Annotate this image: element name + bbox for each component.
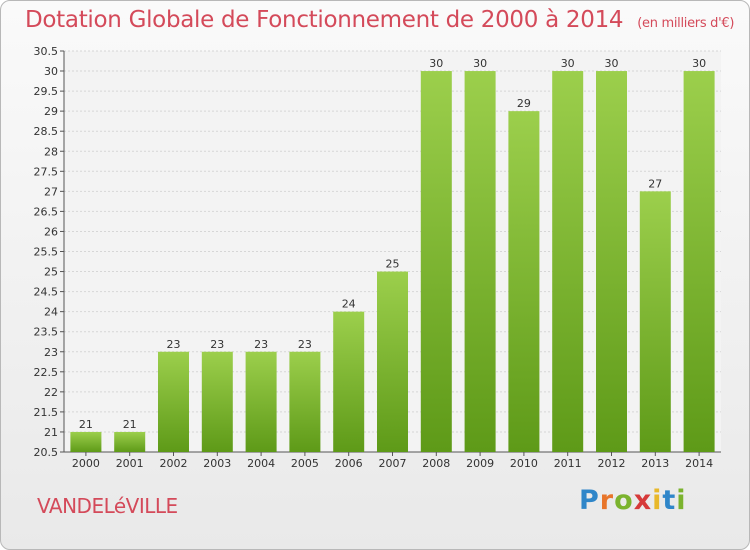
bar-2004 [245,351,277,452]
commune-name: VANDELéVILLE [37,494,178,518]
bar-value-label: 23 [210,338,224,351]
bar-value-label: 24 [342,298,356,311]
bar-2000 [70,431,102,452]
x-tick-label: 2004 [247,457,275,470]
y-tick-label: 29 [44,105,58,118]
y-tick-label: 28 [44,145,58,158]
x-tick-label: 2010 [510,457,538,470]
y-tick-label: 27 [44,185,58,198]
y-tick-label: 20.5 [34,446,59,459]
y-tick-label: 25.5 [34,246,59,259]
bar-2008 [420,71,452,453]
x-tick-label: 2003 [203,457,231,470]
bar-value-label: 21 [123,418,137,431]
bar-2005 [289,351,321,452]
bar-value-label: 23 [167,338,181,351]
bar-2002 [158,351,189,452]
axes: 20.5 21 21.5 22 22.5 23 23.5 24 24.5 25 25.5 26 26.5… [34,45,721,470]
x-tick-label: 2001 [116,457,144,470]
y-tick-label: 22.5 [34,366,59,379]
y-tick-label: 29.5 [34,85,59,98]
y-tick-label: 27.5 [34,165,59,178]
x-tick-label: 2014 [685,457,713,470]
bar-2001 [114,431,146,452]
x-tick-label: 2008 [422,457,450,470]
bar-2011 [552,71,584,453]
y-tick-label: 21.5 [34,406,59,419]
bar-2014 [683,71,715,453]
x-tick-label: 2009 [466,457,494,470]
bar-2009 [464,71,496,453]
x-tick-label: 2007 [379,457,407,470]
bar-2006 [333,311,365,452]
x-tick-label: 2006 [335,457,363,470]
bar-value-label: 30 [561,57,575,70]
y-tick-label: 21 [44,426,58,439]
bar-value-label: 29 [517,97,531,110]
proxiti-logo[interactable]: Proxiti [579,485,687,516]
x-tick-label: 2002 [160,457,188,470]
y-tick-label: 26.5 [34,205,59,218]
chart-subtitle: (en milliers d'€) [637,16,735,31]
bar-value-label: 27 [648,177,662,190]
bar-value-label: 21 [79,418,93,431]
y-tick-label: 30.5 [34,45,59,58]
x-tick-label: 2011 [554,457,582,470]
x-tick-label: 2000 [72,457,100,470]
y-tick-label: 28.5 [34,125,59,138]
bar-value-label: 30 [605,57,619,70]
y-tick-label: 26 [44,225,58,238]
y-tick-label: 23 [44,346,58,359]
y-tick-label: 22 [44,386,58,399]
bar-value-label: 30 [429,57,443,70]
bar-value-label: 30 [473,57,487,70]
x-tick-label: 2012 [598,457,626,470]
y-tick-label: 30 [44,65,58,78]
y-tick-label: 23.5 [34,326,59,339]
bar-2003 [201,351,233,452]
bar-value-label: 30 [692,57,706,70]
bar-2013 [639,191,671,452]
y-tick-label: 24.5 [34,286,59,299]
y-tick-label: 24 [44,306,58,319]
bar-2012 [596,71,627,453]
x-tick-label: 2005 [291,457,319,470]
x-tick-label: 2013 [641,457,669,470]
bar-value-label: 23 [298,338,312,351]
bars: 21 21 23 23 23 23 24 25 30 30 29 30 30 27 30 [70,57,715,453]
chart-title: Dotation Globale de Fonctionnement de 20… [25,7,735,33]
bar-value-label: 25 [386,258,400,271]
bar-2007 [377,271,408,452]
y-tick-label: 25 [44,266,58,279]
bar-value-label: 23 [254,338,268,351]
bar-2010 [508,111,540,453]
